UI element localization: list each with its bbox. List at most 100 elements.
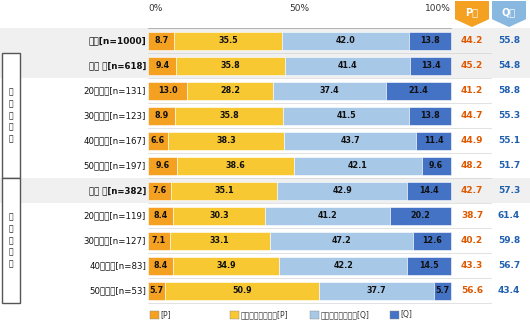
Text: 男性 計[n=618]: 男性 計[n=618] xyxy=(89,61,146,70)
Text: 42.7: 42.7 xyxy=(461,186,483,195)
Bar xyxy=(0,128,530,153)
Bar xyxy=(410,57,451,75)
Bar xyxy=(284,131,417,149)
Bar xyxy=(173,256,279,274)
Text: 42.1: 42.1 xyxy=(348,161,368,170)
Text: 30代女性[n=127]: 30代女性[n=127] xyxy=(84,236,146,245)
Text: 13.0: 13.0 xyxy=(158,86,178,95)
Text: 40代男性[n=167]: 40代男性[n=167] xyxy=(84,136,146,145)
Bar xyxy=(148,282,165,300)
Text: 33.1: 33.1 xyxy=(210,236,229,245)
Text: 54.8: 54.8 xyxy=(498,61,520,70)
Bar xyxy=(277,181,408,199)
Text: P計: P計 xyxy=(465,7,479,17)
Bar xyxy=(417,131,451,149)
Text: 42.2: 42.2 xyxy=(333,261,353,270)
Text: 20.2: 20.2 xyxy=(411,211,431,220)
Bar xyxy=(409,107,451,125)
Text: 女性 計[n=382]: 女性 計[n=382] xyxy=(89,186,146,195)
Text: 35.8: 35.8 xyxy=(219,111,239,120)
Bar xyxy=(148,206,173,225)
Text: 37.4: 37.4 xyxy=(320,86,339,95)
Text: 50代女性[n=53]: 50代女性[n=53] xyxy=(89,286,146,295)
Text: 58.8: 58.8 xyxy=(498,86,520,95)
Text: 41.2: 41.2 xyxy=(318,211,338,220)
Bar xyxy=(188,81,273,99)
Bar xyxy=(148,181,171,199)
Bar xyxy=(148,107,175,125)
Text: 9.6: 9.6 xyxy=(155,161,170,170)
Text: 28.2: 28.2 xyxy=(220,86,240,95)
Bar xyxy=(174,31,282,49)
Text: 50%: 50% xyxy=(289,4,310,13)
Polygon shape xyxy=(492,1,526,27)
Text: 38.6: 38.6 xyxy=(226,161,245,170)
Bar xyxy=(265,206,390,225)
Text: 55.1: 55.1 xyxy=(498,136,520,145)
Text: 38.7: 38.7 xyxy=(461,211,483,220)
Text: 8.4: 8.4 xyxy=(154,261,168,270)
Text: 21.4: 21.4 xyxy=(409,86,428,95)
Bar xyxy=(149,311,158,319)
Text: 48.2: 48.2 xyxy=(461,161,483,170)
Bar xyxy=(390,206,452,225)
Text: 8.4: 8.4 xyxy=(154,211,168,220)
Text: 35.5: 35.5 xyxy=(218,36,238,45)
Text: 14.4: 14.4 xyxy=(419,186,439,195)
Bar xyxy=(170,232,270,250)
Text: 5.7: 5.7 xyxy=(149,286,164,295)
Bar xyxy=(165,282,320,300)
Bar xyxy=(2,53,20,178)
Polygon shape xyxy=(455,1,489,27)
Text: 12.6: 12.6 xyxy=(422,236,442,245)
Text: 34.9: 34.9 xyxy=(217,261,236,270)
Text: 40代女性[n=83]: 40代女性[n=83] xyxy=(89,261,146,270)
Bar xyxy=(148,232,170,250)
Bar xyxy=(0,178,530,203)
Text: 57.3: 57.3 xyxy=(498,186,520,195)
Text: 全体[n=1000]: 全体[n=1000] xyxy=(89,36,146,45)
Bar xyxy=(0,253,530,278)
Bar xyxy=(282,31,409,49)
Text: 41.5: 41.5 xyxy=(337,111,356,120)
Bar xyxy=(148,157,177,175)
Text: 55.8: 55.8 xyxy=(498,36,520,45)
Text: 100%: 100% xyxy=(425,4,451,13)
Bar xyxy=(285,57,410,75)
Text: 44.2: 44.2 xyxy=(461,36,483,45)
Text: 11.4: 11.4 xyxy=(424,136,444,145)
Text: 45.2: 45.2 xyxy=(461,61,483,70)
Bar xyxy=(408,181,451,199)
Text: 37.7: 37.7 xyxy=(367,286,386,295)
Bar xyxy=(148,57,176,75)
Text: 13.8: 13.8 xyxy=(420,36,440,45)
Bar xyxy=(148,81,188,99)
Text: 38.3: 38.3 xyxy=(216,136,236,145)
Bar xyxy=(390,311,399,319)
Text: 9.6: 9.6 xyxy=(429,161,443,170)
Text: 13.4: 13.4 xyxy=(421,61,440,70)
Bar xyxy=(294,157,421,175)
Bar xyxy=(0,28,530,53)
Text: 0%: 0% xyxy=(148,4,162,13)
Text: 43.4: 43.4 xyxy=(498,286,520,295)
Bar xyxy=(284,107,409,125)
Bar xyxy=(148,31,174,49)
Text: 44.7: 44.7 xyxy=(461,111,483,120)
Text: [Q]: [Q] xyxy=(401,311,412,319)
Bar xyxy=(320,282,434,300)
Text: 40.2: 40.2 xyxy=(461,236,483,245)
Bar xyxy=(407,256,451,274)
Text: 男
性
年
代
別: 男 性 年 代 別 xyxy=(8,87,13,144)
Text: 35.1: 35.1 xyxy=(215,186,234,195)
Bar xyxy=(310,311,319,319)
Text: 7.1: 7.1 xyxy=(152,236,166,245)
Text: 41.2: 41.2 xyxy=(461,86,483,95)
Text: 13.8: 13.8 xyxy=(420,111,440,120)
Text: 44.9: 44.9 xyxy=(461,136,483,145)
Bar xyxy=(176,57,285,75)
Bar xyxy=(0,53,530,78)
Bar xyxy=(229,311,239,319)
Text: 43.3: 43.3 xyxy=(461,261,483,270)
Bar xyxy=(409,31,451,49)
